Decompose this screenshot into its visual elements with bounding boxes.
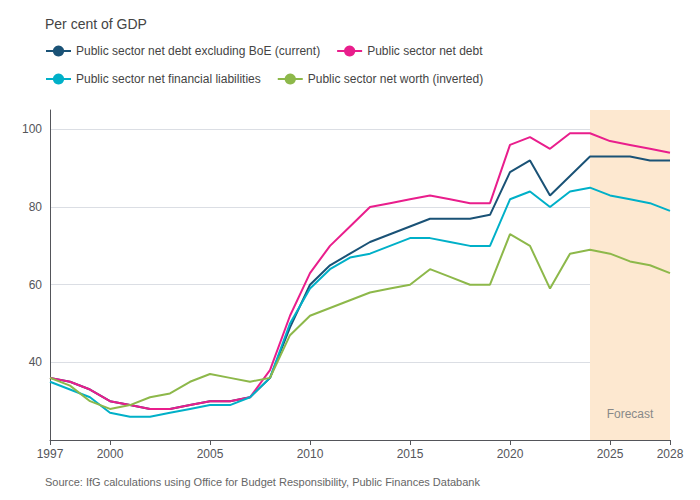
svg-text:2015: 2015 [397, 447, 424, 461]
svg-text:2000: 2000 [97, 447, 124, 461]
svg-text:40: 40 [29, 355, 43, 369]
svg-text:2028: 2028 [657, 447, 684, 461]
svg-text:80: 80 [29, 200, 43, 214]
svg-text:Forecast: Forecast [607, 407, 654, 421]
svg-text:Public sector net debt: Public sector net debt [367, 44, 483, 58]
svg-text:2005: 2005 [197, 447, 224, 461]
svg-text:Public sector net financial li: Public sector net financial liabilities [76, 72, 261, 86]
svg-text:100: 100 [22, 122, 42, 136]
svg-text:2020: 2020 [497, 447, 524, 461]
svg-text:Source: IfG calculations using: Source: IfG calculations using Office fo… [45, 476, 480, 488]
svg-text:Public sector net worth (inver: Public sector net worth (inverted) [308, 72, 483, 86]
svg-text:2025: 2025 [597, 447, 624, 461]
svg-text:2010: 2010 [297, 447, 324, 461]
svg-text:1997: 1997 [37, 447, 64, 461]
svg-text:60: 60 [29, 278, 43, 292]
svg-text:Per cent of GDP: Per cent of GDP [45, 16, 147, 32]
svg-text:Public sector net debt excludi: Public sector net debt excluding BoE (cu… [76, 44, 320, 58]
